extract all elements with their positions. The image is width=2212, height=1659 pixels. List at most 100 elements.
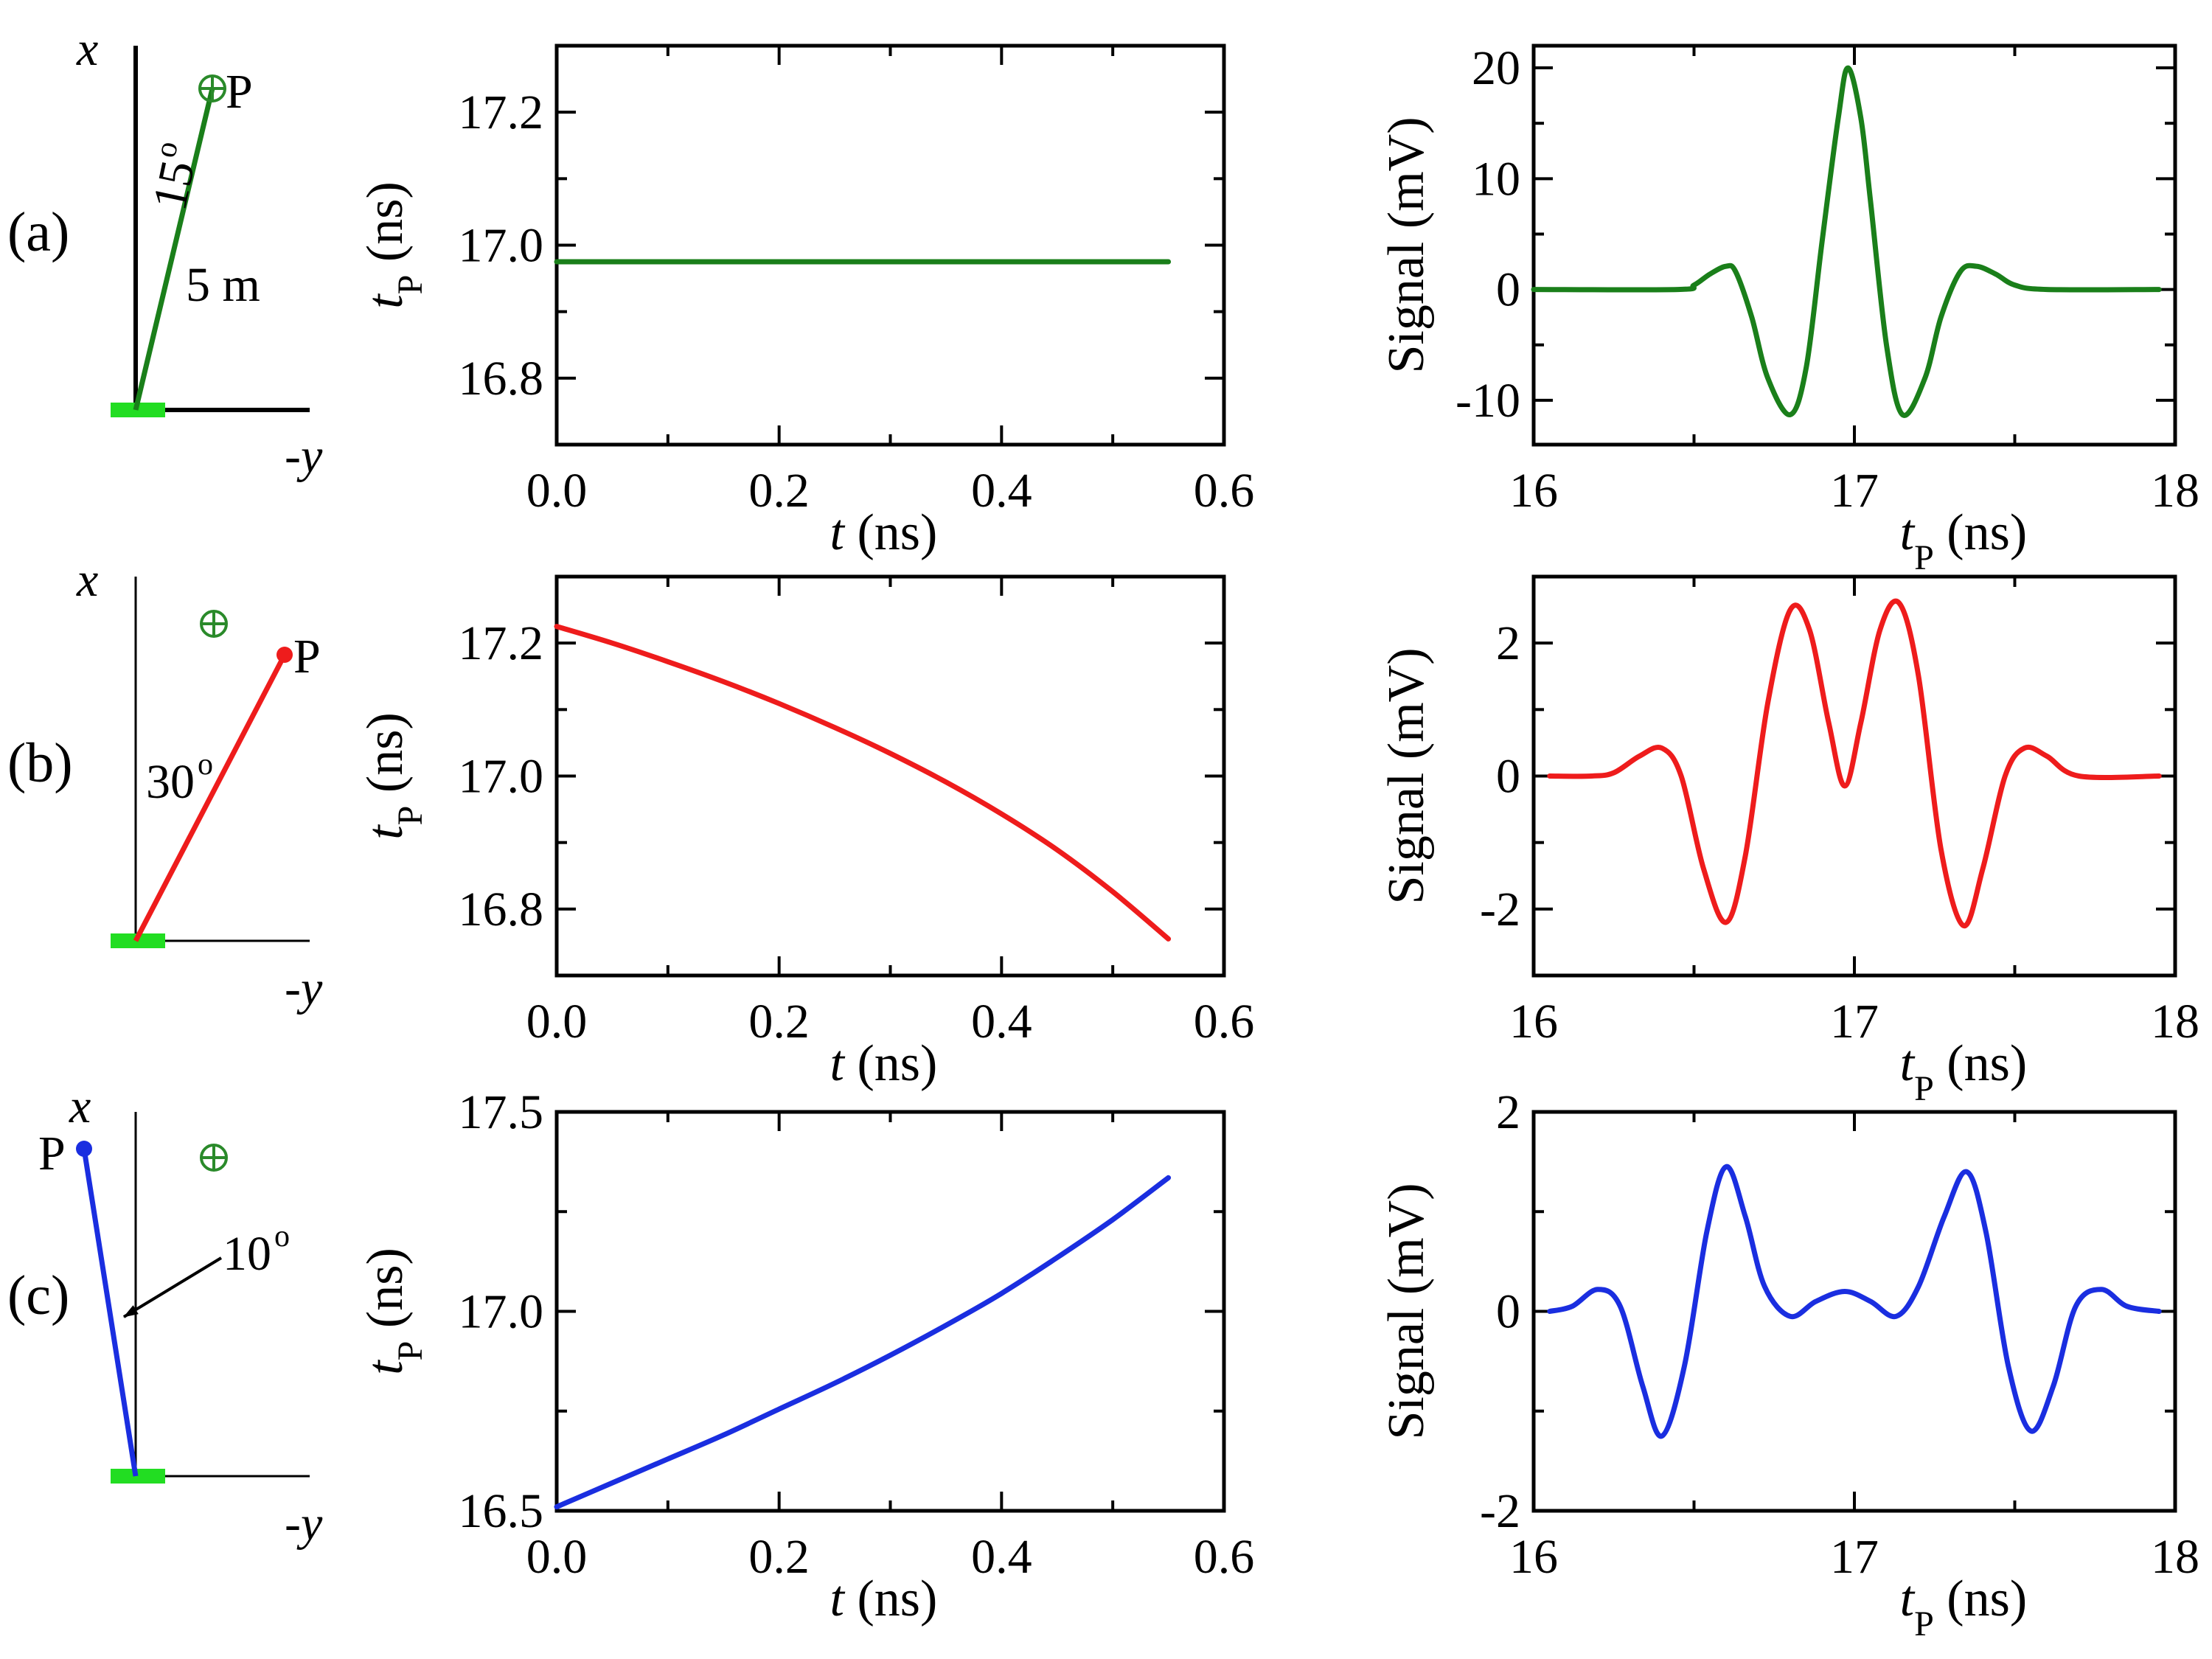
x-axis-title: tP (ns) <box>1900 504 2028 577</box>
y-tick-label: 16.5 <box>459 1484 544 1538</box>
source-bar-c <box>111 1469 165 1484</box>
chart-b-right: 16 17 18 -2 0 2 tP (ns) Signal (mV) <box>1378 574 2199 1108</box>
x-tick-label: 0.4 <box>971 464 1032 518</box>
x-tick-label: 16 <box>1509 1530 1558 1584</box>
pendulum-line-c <box>81 1148 139 1477</box>
x-axis-label-a: x <box>76 22 98 76</box>
point-label-a: P <box>226 65 253 119</box>
x-tick-label: 0.0 <box>526 1530 588 1584</box>
series-line-tP <box>554 624 1172 942</box>
x-tick-label: 0.6 <box>1194 1530 1255 1584</box>
pendulum-line-b <box>133 653 288 942</box>
x-tick-label: 0.6 <box>1194 995 1255 1048</box>
x-tick-label: 0.2 <box>748 464 810 518</box>
plot-frame <box>1531 44 2177 447</box>
angle-label-a: 15 <box>142 156 205 215</box>
circle-plus-icon-c <box>200 1144 228 1172</box>
y-tick-label: -2 <box>1480 883 1520 936</box>
y-tick-label: 17.2 <box>459 86 544 139</box>
x-axis-title: t (ns) <box>830 1571 938 1627</box>
chart-a-right: 16 17 18 -10 0 10 20 tP (ns) Signal (mV) <box>1378 41 2199 577</box>
row-label-b: (b) <box>7 732 73 794</box>
series-line-signal <box>1531 65 2162 418</box>
diagram-a: (a) x -y P 15 o 5 m <box>7 22 323 483</box>
plot-frame <box>1531 1110 2177 1513</box>
y-tick-label: 10 <box>1472 152 1520 206</box>
length-label-a: 5 m <box>186 258 260 312</box>
chart-b-mid: 0.0 0.2 0.4 0.6 16.8 17.0 17.2 t (ns) tP (ns) <box>357 574 1255 1092</box>
y-axis-title: Signal (mV) <box>1378 1183 1435 1439</box>
point-label-c: P <box>38 1127 66 1180</box>
plot-frame <box>554 574 1226 978</box>
x-tick-label: 0.6 <box>1194 464 1255 518</box>
row-label-c: (c) <box>7 1265 69 1326</box>
x-tick-label: 18 <box>2151 995 2199 1048</box>
y-tick-label: 17.2 <box>459 616 544 670</box>
point-marker-c <box>76 1141 92 1157</box>
plot-frame <box>554 1110 1226 1513</box>
plot-frame <box>554 44 1226 447</box>
circle-plus-icon-a <box>198 74 226 102</box>
y-tick-label: -10 <box>1455 374 1520 428</box>
y-tick-label: 17.0 <box>459 219 544 273</box>
y-axis-title: tP (ns) <box>357 181 430 309</box>
row-label-a: (a) <box>7 201 69 263</box>
y-axis-title: Signal (mV) <box>1378 116 1435 373</box>
chart-a-mid: 0.0 0.2 0.4 0.6 16.8 17.0 17.2 t (ns) tP (ns) <box>357 44 1255 561</box>
y-axis-title: tP (ns) <box>357 1248 430 1375</box>
x-axis-title: t (ns) <box>830 504 938 561</box>
y-axis-label-a: -y <box>285 429 323 483</box>
y-tick-label: 2 <box>1496 1085 1520 1139</box>
chart-c-mid: 0.0 0.2 0.4 0.6 16.5 17.0 17.5 t (ns) tP (ns) <box>357 1085 1254 1627</box>
series-line-tP <box>554 1175 1172 1510</box>
y-axis-label-c: -y <box>285 1497 323 1551</box>
point-marker-b <box>276 647 293 663</box>
x-tick-label: 0.4 <box>971 995 1032 1048</box>
y-tick-label: 16.8 <box>459 883 544 936</box>
angle-arrow-c <box>122 1256 223 1318</box>
point-label-b: P <box>293 630 321 684</box>
x-axis-title: tP (ns) <box>1900 1571 2028 1644</box>
y-tick-label: 0 <box>1496 263 1520 317</box>
series-line-signal <box>1547 1164 2162 1439</box>
y-tick-label: 0 <box>1496 750 1520 804</box>
x-axis-label-b: x <box>76 553 98 607</box>
circle-plus-icon-b <box>200 610 228 638</box>
x-tick-label: 17 <box>1830 1530 1879 1584</box>
y-tick-label: 17.0 <box>459 750 544 804</box>
degree-mark-b: o <box>198 748 213 782</box>
series-line-signal <box>1547 598 2162 928</box>
x-tick-label: 18 <box>2151 464 2199 518</box>
x-tick-label: 17 <box>1830 995 1879 1048</box>
x-tick-label: 18 <box>2151 1530 2199 1584</box>
x-tick-label: 0.0 <box>526 995 588 1048</box>
y-tick-label: 20 <box>1472 41 1520 95</box>
diagram-b: (b) x -y P 30 o <box>7 553 323 1015</box>
y-axis-title: tP (ns) <box>357 712 430 840</box>
angle-label-b: 30 <box>146 755 195 809</box>
y-tick-label: -2 <box>1480 1484 1520 1538</box>
y-tick-label: 2 <box>1496 616 1520 670</box>
y-tick-label: 17.5 <box>459 1085 544 1139</box>
degree-mark-c: o <box>274 1220 290 1253</box>
x-tick-label: 0.2 <box>748 1530 810 1584</box>
chart-panels: 0.0 0.2 0.4 0.616.817.017.2t (ns)tP (ns)16 1… <box>357 41 2199 1643</box>
pendulum-line-a <box>133 88 215 411</box>
x-tick-label: 16 <box>1509 464 1558 518</box>
y-tick-label: 0 <box>1496 1285 1520 1339</box>
x-tick-label: 0.4 <box>971 1530 1032 1584</box>
x-tick-label: 0.2 <box>748 995 810 1048</box>
y-tick-label: 17.0 <box>459 1285 544 1339</box>
angle-label-c: 10 <box>223 1227 271 1281</box>
x-axis-title: t (ns) <box>830 1035 938 1092</box>
x-tick-label: 0.0 <box>526 464 588 518</box>
diagram-c: (c) x -y P 10 o <box>7 1079 323 1551</box>
x-tick-label: 17 <box>1830 464 1879 518</box>
x-axis-label-c: x <box>69 1079 91 1133</box>
y-axis-title: Signal (mV) <box>1378 647 1435 904</box>
y-tick-label: 16.8 <box>459 352 544 406</box>
x-tick-label: 16 <box>1509 995 1558 1048</box>
y-axis-label-b: -y <box>285 961 323 1015</box>
x-axis-title: tP (ns) <box>1900 1035 2028 1108</box>
